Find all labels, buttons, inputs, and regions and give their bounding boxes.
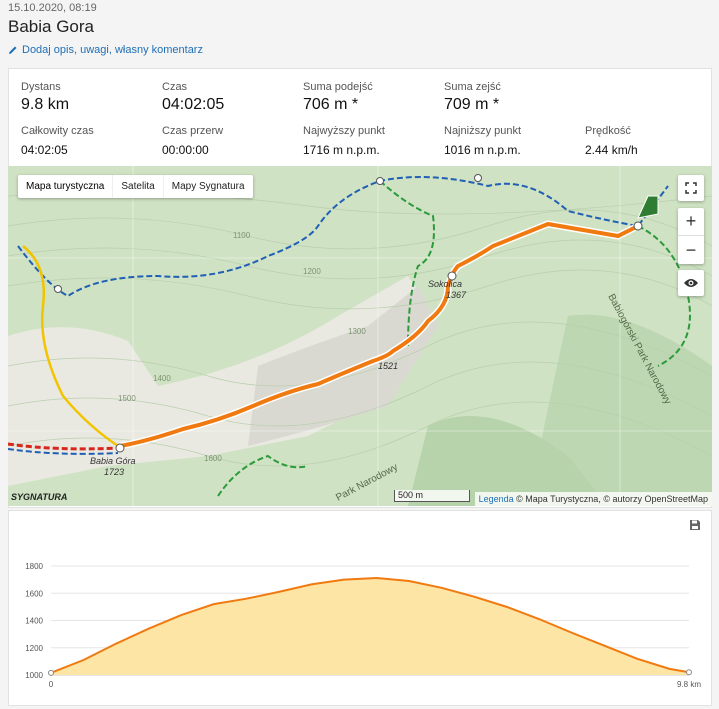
stat-label: Najniższy punkt — [444, 125, 522, 137]
attribution-text: © Mapa Turystyczna, © autorzy OpenStreet… — [516, 494, 708, 504]
stat-speed: Prędkość 2.44 km/h — [585, 125, 638, 157]
contour-label: 1400 — [153, 374, 171, 383]
stat-label: Czas — [162, 81, 188, 93]
y-tick-label: 1400 — [25, 617, 43, 626]
route-map[interactable]: 1100 1200 1300 1400 1500 1600 Babia Góra… — [8, 166, 712, 506]
add-description-link[interactable]: Dodaj opis, uwagi, własny komentarz — [8, 44, 203, 56]
zoom-control: + − — [678, 208, 704, 264]
minus-icon: − — [685, 239, 697, 260]
stat-ascent: Suma podejść 706 m * — [303, 81, 373, 114]
stat-label: Całkowity czas — [21, 125, 94, 137]
stat-value: 04:02:05 — [21, 143, 68, 157]
activity-date: 15.10.2020, 08:19 — [8, 2, 97, 14]
map-layer-tabs: Mapa turystyczna Satelita Mapy Sygnatura — [18, 175, 253, 198]
stat-descent: Suma zejść 709 m * — [444, 81, 501, 114]
stat-value: 1016 m n.p.m. — [444, 143, 521, 157]
fullscreen-button[interactable] — [678, 175, 704, 201]
elevation-chart-card: 1000 1200 1400 1600 1800 0 9.8 km — [8, 510, 712, 706]
peak-height-label: 1723 — [104, 467, 124, 477]
map-scale: 500 m — [394, 490, 470, 502]
x-tick-label: 0 — [49, 680, 54, 689]
stat-highest: Najwyższy punkt 1716 m n.p.m. — [303, 125, 385, 157]
fullscreen-icon — [685, 182, 697, 194]
stat-label: Najwyższy punkt — [303, 125, 385, 137]
sygnatura-logo: SYGNATURA — [11, 492, 68, 502]
point-height-label: 1521 — [378, 361, 398, 371]
map-canvas[interactable]: 1100 1200 1300 1400 1500 1600 Babia Góra… — [8, 166, 712, 506]
stat-label: Dystans — [21, 81, 61, 93]
x-tick-label: 9.8 km — [677, 680, 701, 689]
saddle-height-label: 1367 — [446, 290, 467, 300]
layers-visibility-button[interactable] — [678, 270, 704, 296]
stat-value: 706 m * — [303, 96, 359, 113]
peak-name-label: Babia Góra — [90, 456, 136, 466]
contour-label: 1500 — [118, 394, 136, 403]
stat-value: 9.8 km — [21, 96, 70, 113]
y-tick-label: 1200 — [25, 644, 43, 653]
stat-value: 00:00:00 — [162, 143, 209, 157]
stat-label: Suma podejść — [303, 81, 373, 93]
add-description-label: Dodaj opis, uwagi, własny komentarz — [22, 44, 203, 56]
map-attribution: Legenda © Mapa Turystyczna, © autorzy Op… — [474, 492, 712, 506]
page-title: Babia Gora — [8, 17, 94, 36]
stat-lowest: Najniższy punkt 1016 m n.p.m. — [444, 125, 521, 157]
y-tick-label: 1600 — [25, 589, 43, 598]
contour-label: 1300 — [348, 327, 366, 336]
stat-value: 2.44 km/h — [585, 143, 638, 157]
tab-tourist-map[interactable]: Mapa turystyczna — [18, 175, 114, 198]
tab-sygnatura-maps[interactable]: Mapy Sygnatura — [171, 181, 245, 192]
elevation-area — [51, 577, 689, 675]
stat-label: Suma zejść — [444, 81, 501, 93]
stat-label: Czas przerw — [162, 125, 224, 137]
zoom-out-button[interactable]: − — [678, 236, 704, 264]
stat-pause: Czas przerw 00:00:00 — [162, 125, 223, 157]
pencil-icon — [9, 46, 17, 54]
elevation-chart: 1000 1200 1400 1600 1800 0 9.8 km — [25, 562, 701, 689]
contour-label: 1100 — [233, 231, 251, 240]
stat-value: 1716 m n.p.m. — [303, 143, 380, 157]
y-tick-label: 1800 — [25, 562, 43, 571]
stat-total-time: Całkowity czas 04:02:05 — [21, 125, 94, 157]
save-icon[interactable] — [689, 519, 701, 531]
eye-icon — [684, 279, 698, 287]
legend-link[interactable]: Legenda — [478, 494, 514, 504]
plus-icon: + — [685, 211, 697, 231]
y-tick-label: 1000 — [25, 671, 43, 680]
contour-label: 1600 — [204, 454, 222, 463]
zoom-in-button[interactable]: + — [678, 208, 704, 236]
stat-label: Prędkość — [585, 125, 631, 137]
stat-value: 04:02:05 — [162, 96, 225, 113]
end-point — [686, 669, 692, 676]
contour-label: 1200 — [303, 267, 321, 276]
stat-time: Czas 04:02:05 — [162, 81, 224, 114]
stat-value: 709 m * — [444, 96, 500, 113]
stat-distance: Dystans 9.8 km — [21, 81, 69, 114]
elevation-line — [50, 576, 690, 674]
tab-satellite[interactable]: Satelita — [113, 175, 164, 198]
start-point — [48, 669, 54, 676]
saddle-name-label: Sokolica — [428, 279, 462, 289]
